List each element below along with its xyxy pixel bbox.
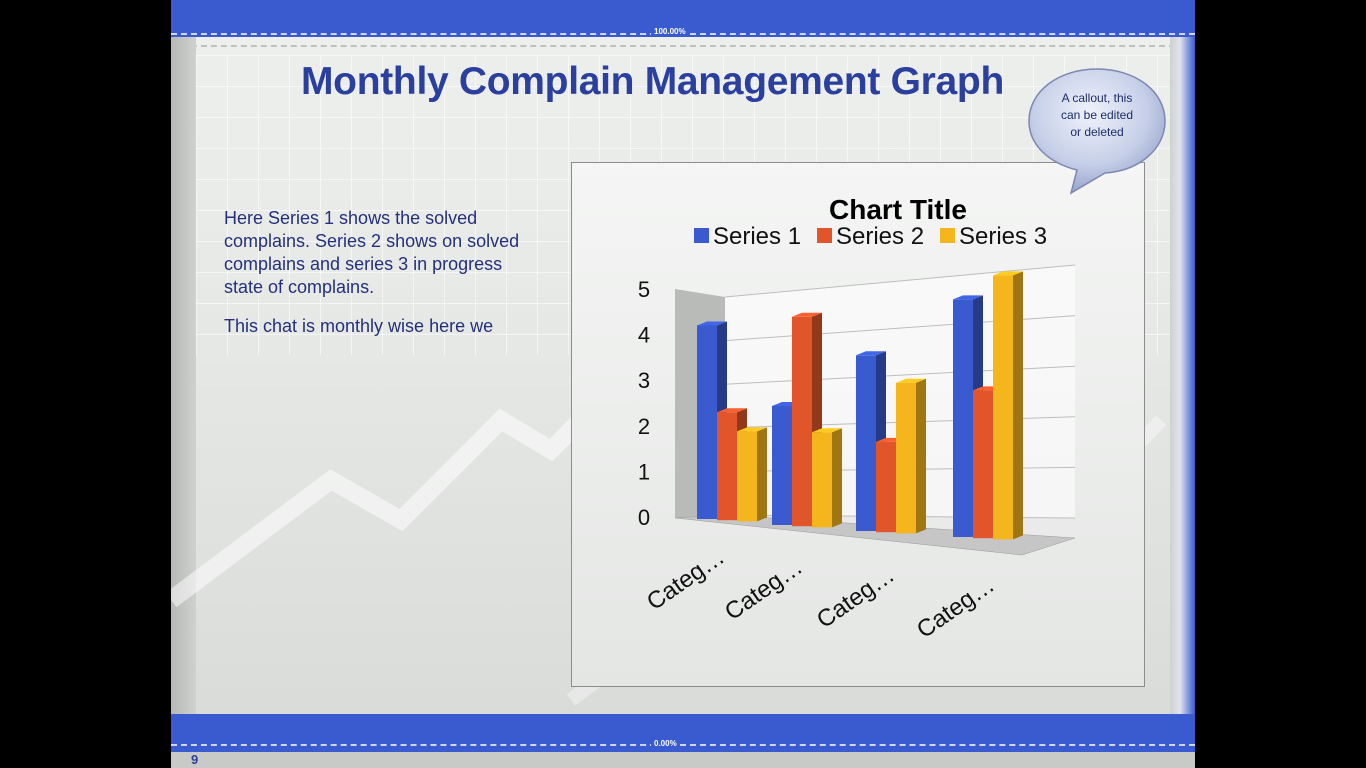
bar-side xyxy=(757,427,767,522)
x-category-label: Categ… xyxy=(720,553,808,626)
y-tick-label: 3 xyxy=(638,368,650,393)
bar-side xyxy=(916,378,926,534)
bar-series-3 xyxy=(993,275,1013,540)
y-tick-label: 1 xyxy=(638,459,650,484)
page-number: 9 xyxy=(191,752,199,767)
bar-series-1 xyxy=(697,325,717,519)
bar-series-3 xyxy=(896,382,916,534)
legend-swatch-series-1 xyxy=(694,228,709,243)
bar-side xyxy=(1013,271,1023,540)
slide-title[interactable]: Monthly Complain Management Graph xyxy=(301,60,1004,103)
top-band-label: 100.00% xyxy=(651,27,689,36)
bottom-dash-line xyxy=(171,744,1195,746)
bar-top xyxy=(896,378,926,383)
chart-frame[interactable]: 0 1 2 3 4 5 Categ… Categ… Categ… Categ… Chart Titl… xyxy=(571,162,1145,687)
body-text-box[interactable]: Here Series 1 shows the solved complains… xyxy=(224,207,524,354)
bar-series-1 xyxy=(772,406,792,525)
x-category-label: Categ… xyxy=(912,571,1000,644)
body-paragraph-2: This chat is monthly wise here we xyxy=(224,316,494,336)
bottom-band xyxy=(171,714,1195,752)
y-tick-label: 2 xyxy=(638,414,650,439)
body-paragraph-1: Here Series 1 shows the solved complains… xyxy=(224,208,520,297)
y-tick-label: 5 xyxy=(638,277,650,302)
y-tick-label: 4 xyxy=(638,323,650,348)
legend-swatch-series-3 xyxy=(940,228,955,243)
footer-bar xyxy=(171,752,1195,768)
chart-title: Chart Title xyxy=(829,194,967,225)
legend-label-series-2: Series 2 xyxy=(836,223,924,250)
bar-top xyxy=(717,408,747,413)
legend-label-series-1: Series 1 xyxy=(713,223,801,250)
bar-top xyxy=(856,351,886,356)
bar-series-3 xyxy=(812,432,832,528)
legend-label-series-3: Series 3 xyxy=(959,223,1047,250)
speech-callout[interactable] xyxy=(1027,67,1166,195)
bar-series-3 xyxy=(737,431,757,522)
bar-series-2 xyxy=(717,412,737,521)
x-category-label: Categ… xyxy=(812,561,900,634)
bar-series-2 xyxy=(792,316,812,527)
gridline xyxy=(724,264,1076,298)
x-category-label: Categ… xyxy=(642,543,730,616)
bar-series-1 xyxy=(953,299,973,537)
bar-series-2 xyxy=(973,390,993,539)
legend-swatch-series-2 xyxy=(817,228,832,243)
y-tick-label: 0 xyxy=(638,505,650,530)
bar-series-1 xyxy=(856,355,876,531)
top-rule xyxy=(171,45,1195,47)
bar-side xyxy=(832,428,842,528)
bar-top xyxy=(953,295,983,300)
bottom-band-label: 0.00% xyxy=(651,739,680,748)
slide: 100.00% Monthly Complain Management Grap… xyxy=(171,0,1195,768)
right-rail xyxy=(1170,37,1195,714)
bar-top xyxy=(697,321,727,326)
bar-top xyxy=(792,312,822,317)
bar-top xyxy=(812,428,842,433)
bar-top xyxy=(737,427,767,432)
bar-top xyxy=(993,271,1023,276)
bar-series-2 xyxy=(876,441,896,533)
callout-text: A callout, this can be edited or deleted xyxy=(1060,91,1134,139)
